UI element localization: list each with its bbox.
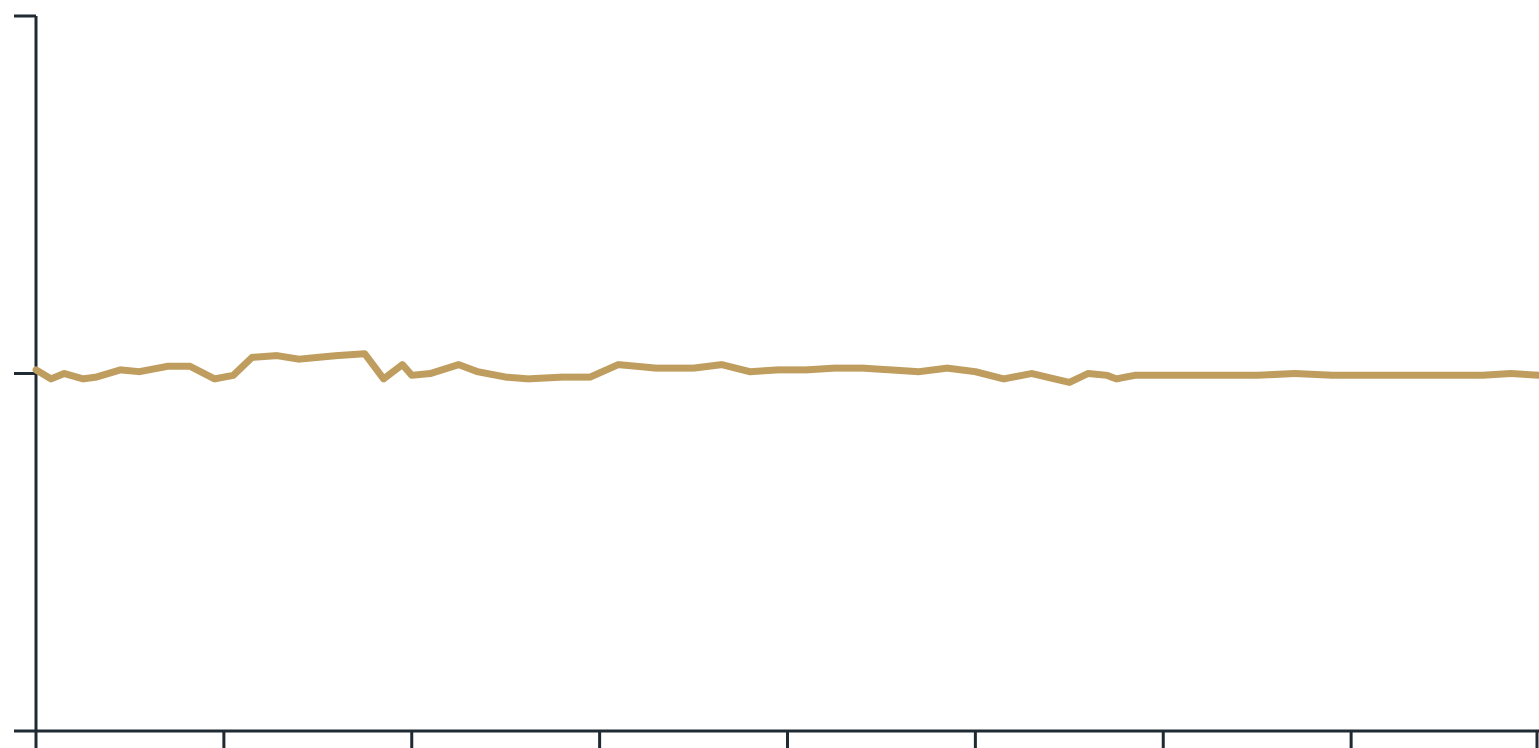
series-line-1 <box>32 350 1539 386</box>
axis-ticks <box>14 14 1539 748</box>
series-layer <box>32 350 1539 386</box>
